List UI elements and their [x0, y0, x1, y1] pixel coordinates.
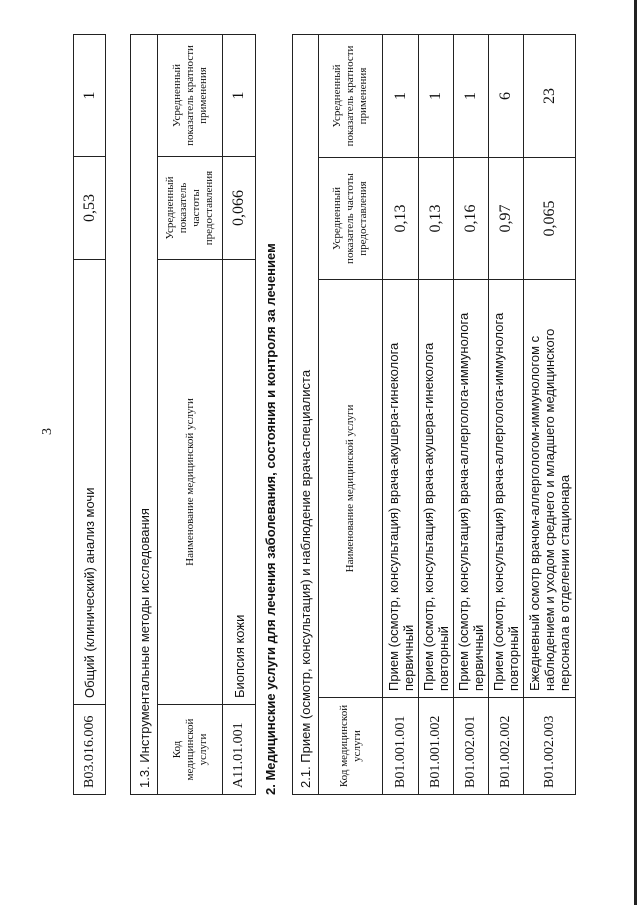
- header-multiplicity: Усредненный показатель кратности примене…: [157, 34, 223, 157]
- section-title: 1.3. Инструментальные методы исследовани…: [130, 34, 158, 795]
- table-row: B01.002.001 Прием (осмотр, консультация)…: [453, 34, 489, 795]
- frequency-value: 0,066: [222, 156, 256, 260]
- service-code: B01.002.002: [488, 697, 524, 795]
- multiplicity-value: 1: [382, 34, 419, 158]
- multiplicity-value: 1: [73, 34, 106, 157]
- service-code: B01.001.002: [418, 697, 454, 795]
- table-specialist-consultations: 2.1. Прием (осмотр, консультация) и набл…: [292, 34, 576, 795]
- service-name: Прием (осмотр, консультация) врача-аллер…: [488, 279, 524, 698]
- multiplicity-value: 1: [222, 34, 256, 157]
- table-row: B01.001.001 Прием (осмотр, консультация)…: [382, 34, 419, 795]
- frequency-value: 0,065: [523, 157, 576, 280]
- page-number: 3: [40, 428, 55, 435]
- header-row: Код медицинской услуги Наименование меди…: [157, 34, 223, 795]
- header-frequency: Усредненный показатель частоты предостав…: [157, 156, 223, 260]
- service-name: Биопсия кожи: [222, 259, 256, 705]
- header-name: Наименование медицинской услуги: [318, 279, 383, 698]
- frequency-value: 0,16: [453, 157, 489, 280]
- scan-edge-divider: [634, 0, 637, 905]
- section-title-row: 1.3. Инструментальные методы исследовани…: [130, 34, 158, 795]
- service-code: B01.001.001: [382, 697, 419, 795]
- service-code: B03.016.006: [73, 704, 106, 795]
- service-name: Прием (осмотр, консультация) врача-акуше…: [382, 279, 419, 698]
- table-row: B01.002.003 Ежедневный осмотр врачом-алл…: [523, 34, 576, 795]
- section-title-row: 2.1. Прием (осмотр, консультация) и набл…: [292, 34, 319, 795]
- header-multiplicity: Усредненный показатель кратности примене…: [318, 34, 383, 158]
- section-title: 2.1. Прием (осмотр, консультация) и набл…: [292, 34, 319, 795]
- table-row: B03.016.006 Общий (клинический) анализ м…: [73, 34, 106, 795]
- table-row: A11.01.001 Биопсия кожи 0,066 1: [222, 34, 256, 795]
- header-row: Код медицинской услуги Наименование меди…: [318, 34, 383, 795]
- header-code: Код медицинской услуги: [318, 697, 383, 795]
- section-heading: 2. Медицинские услуги для лечения заболе…: [263, 243, 278, 795]
- service-name: Общий (клинический) анализ мочи: [73, 259, 106, 705]
- service-name: Ежедневный осмотр врачом-аллергологом-им…: [523, 279, 576, 698]
- frequency-value: 0,13: [418, 157, 454, 280]
- table-row: B01.002.002 Прием (осмотр, консультация)…: [488, 34, 524, 795]
- service-name: Прием (осмотр, консультация) врача-акуше…: [418, 279, 454, 698]
- frequency-value: 0,97: [488, 157, 524, 280]
- frequency-value: 0,53: [73, 156, 106, 260]
- header-name: Наименование медицинской услуги: [157, 259, 223, 705]
- service-code: A11.01.001: [222, 704, 256, 795]
- multiplicity-value: 1: [418, 34, 454, 158]
- multiplicity-value: 1: [453, 34, 489, 158]
- header-frequency: Усредненный показатель частоты предостав…: [318, 157, 383, 280]
- table-urinalysis: B03.016.006 Общий (клинический) анализ м…: [73, 34, 106, 795]
- multiplicity-value: 6: [488, 34, 524, 158]
- header-code: Код медицинской услуги: [157, 704, 223, 795]
- service-code: B01.002.001: [453, 697, 489, 795]
- service-name: Прием (осмотр, консультация) врача-аллер…: [453, 279, 489, 698]
- table-instrumental-methods: 1.3. Инструментальные методы исследовани…: [130, 34, 256, 795]
- service-code: B01.002.003: [523, 697, 576, 795]
- table-row: B01.001.002 Прием (осмотр, консультация)…: [418, 34, 454, 795]
- frequency-value: 0,13: [382, 157, 419, 280]
- multiplicity-value: 23: [523, 34, 576, 158]
